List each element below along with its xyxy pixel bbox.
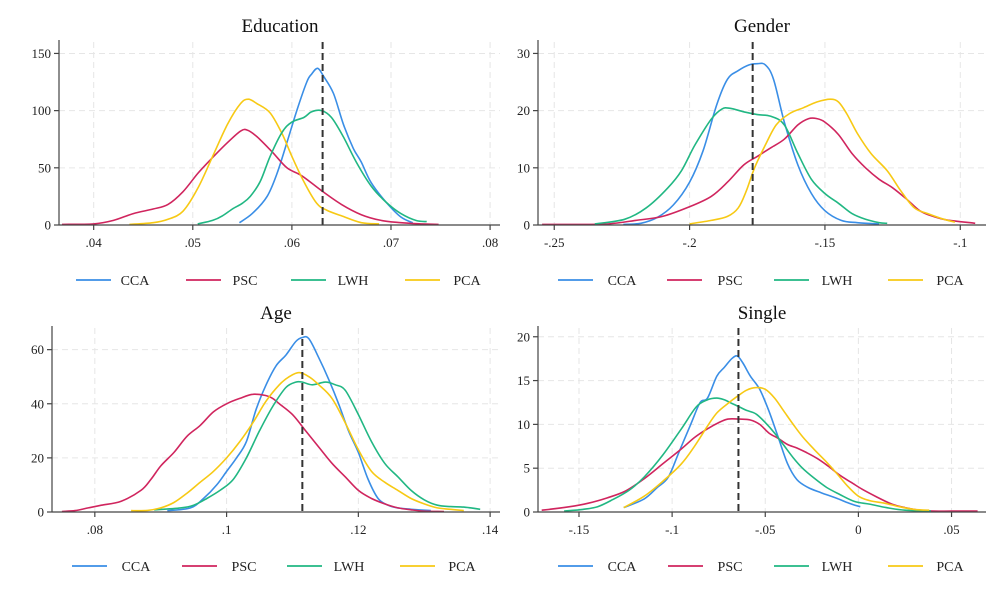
- legend: CCA PSC LWH PCA: [558, 274, 965, 289]
- density-curve-cca: [623, 355, 861, 509]
- legend-label: CCA: [608, 274, 638, 289]
- legend-item-pca: PCA: [888, 560, 965, 575]
- y-tick-label: 40: [31, 396, 44, 411]
- chart-title: Gender: [734, 16, 791, 37]
- y-tick-label: 15: [517, 373, 530, 388]
- density-curve-psc: [61, 128, 439, 226]
- y-tick-label: 60: [31, 342, 44, 357]
- legend-label: PCA: [936, 274, 964, 289]
- x-tick-label: .12: [350, 522, 366, 537]
- legend-item-pca: PCA: [405, 274, 482, 289]
- legend-label: LWH: [822, 274, 853, 289]
- density-curve-lwh: [154, 380, 481, 511]
- x-tick-label: .07: [383, 235, 400, 250]
- legend: CCA PSC LWH PCA: [72, 560, 477, 575]
- panel-education: 0 50 100 150 .04 .05 .06 .07 .08 Education CCA PSC L…: [32, 16, 500, 289]
- x-tick-label: .1: [222, 522, 232, 537]
- legend-label: PSC: [232, 560, 257, 575]
- x-tick-label: -.05: [755, 522, 776, 537]
- legend-label: CCA: [608, 560, 638, 575]
- panel-age: 0 20 40 60 .08 .1 .12 .14 Age CCA PSC LWH PCA: [31, 303, 500, 575]
- legend-item-psc: PSC: [668, 560, 742, 575]
- legend-label: PCA: [453, 274, 481, 289]
- y-tick-label: 20: [517, 103, 530, 118]
- x-tick-label: .06: [284, 235, 301, 250]
- chart-title: Education: [241, 16, 319, 37]
- x-tick-label: -.1: [665, 522, 679, 537]
- density-curve-pca: [129, 98, 380, 226]
- x-tick-label: -.1: [953, 235, 967, 250]
- x-tick-label: -.15: [815, 235, 836, 250]
- legend-item-lwh: LWH: [774, 274, 852, 289]
- y-tick-label: 20: [517, 329, 530, 344]
- x-tick-label: -.25: [544, 235, 565, 250]
- legend-item-lwh: LWH: [291, 274, 368, 289]
- legend-item-cca: CCA: [558, 560, 637, 575]
- y-tick-label: 150: [32, 46, 52, 61]
- y-tick-label: 0: [38, 505, 45, 520]
- legend-item-psc: PSC: [667, 274, 742, 289]
- y-tick-label: 30: [517, 46, 530, 61]
- legend-label: PSC: [718, 560, 743, 575]
- legend-item-psc: PSC: [186, 274, 257, 289]
- legend-label: CCA: [121, 274, 151, 289]
- x-tick-label: .05: [185, 235, 201, 250]
- legend-label: CCA: [122, 560, 152, 575]
- legend-label: LWH: [338, 274, 369, 289]
- y-tick-label: 100: [32, 103, 52, 118]
- legend-item-cca: CCA: [558, 274, 637, 289]
- y-tick-label: 0: [524, 505, 531, 520]
- density-curve-psc: [542, 117, 976, 226]
- legend-item-pca: PCA: [888, 274, 965, 289]
- legend-item-cca: CCA: [72, 560, 151, 575]
- legend-label: LWH: [334, 560, 365, 575]
- y-tick-label: 5: [524, 461, 531, 476]
- x-tick-label: .14: [482, 522, 499, 537]
- legend-item-psc: PSC: [182, 560, 256, 575]
- y-tick-label: 0: [45, 218, 52, 233]
- panel-gender: 0 10 20 30 -.25 -.2 -.15 -.1 Gender CCA PSC LWH PCA: [517, 16, 986, 289]
- density-curve-pca: [131, 371, 464, 512]
- legend-label: PCA: [448, 560, 476, 575]
- x-tick-label: -.2: [683, 235, 697, 250]
- x-tick-label: 0: [855, 522, 862, 537]
- y-tick-label: 20: [31, 450, 44, 465]
- panel-single: 0 5 10 15 20 -.15 -.1 -.05 0 .05 Single CCA PSC LWH PC…: [517, 303, 986, 575]
- y-tick-label: 50: [38, 160, 51, 175]
- y-tick-label: 10: [517, 417, 530, 432]
- x-tick-label: .08: [87, 522, 103, 537]
- legend: CCA PSC LWH PCA: [76, 274, 482, 289]
- y-tick-label: 10: [517, 160, 530, 175]
- density-curve-pca: [689, 98, 956, 225]
- density-curve-cca: [623, 62, 880, 226]
- legend-label: PCA: [936, 560, 964, 575]
- x-tick-label: .08: [482, 235, 498, 250]
- legend: CCA PSC LWH PCA: [558, 560, 965, 575]
- legend-label: PSC: [718, 274, 743, 289]
- legend-label: PSC: [233, 274, 258, 289]
- density-curve-lwh: [197, 109, 427, 225]
- density-curve-lwh: [564, 397, 932, 512]
- legend-label: LWH: [822, 560, 853, 575]
- x-tick-label: .04: [86, 235, 103, 250]
- density-curve-pca: [623, 386, 930, 511]
- density-curve-cca: [238, 67, 414, 224]
- legend-item-cca: CCA: [76, 274, 150, 289]
- density-curve-cca: [167, 335, 431, 512]
- x-tick-label: .05: [943, 522, 959, 537]
- legend-item-lwh: LWH: [287, 560, 364, 575]
- chart-title: Age: [260, 303, 292, 324]
- x-tick-label: -.15: [569, 522, 590, 537]
- legend-item-lwh: LWH: [774, 560, 852, 575]
- chart-title: Single: [738, 303, 787, 324]
- y-tick-label: 0: [524, 218, 531, 233]
- legend-item-pca: PCA: [400, 560, 477, 575]
- density-curve-lwh: [594, 106, 888, 225]
- density-curve-psc: [61, 393, 445, 513]
- density-curve-psc: [541, 418, 978, 512]
